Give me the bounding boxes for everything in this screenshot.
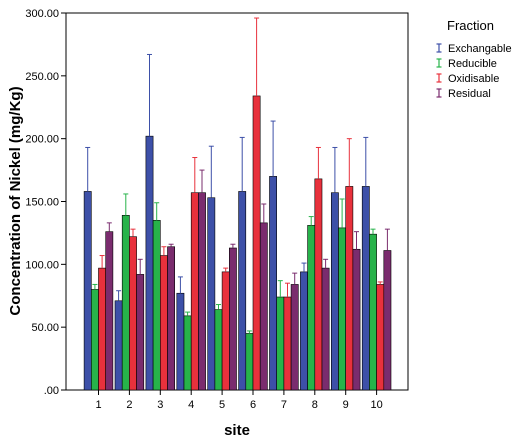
- bar-exchangable-site-3: [145, 135, 154, 391]
- bar-residual-site-5: [229, 247, 237, 391]
- bar-exchangable-site-10: [361, 186, 370, 391]
- legend-label: Oxidisable: [448, 73, 499, 85]
- x-tick-label: 1: [95, 399, 101, 411]
- legend-label: Residual: [448, 88, 491, 100]
- x-tick-label: 6: [250, 399, 256, 411]
- bar-reducible-site-1: [91, 289, 99, 391]
- bar-group-site-8: [300, 146, 330, 391]
- legend-item-exchangable: Exchangable: [436, 43, 512, 55]
- bar-exchangable-site-2: [114, 300, 123, 391]
- bar-residual-site-1: [105, 231, 114, 391]
- legend-label: Reducible: [448, 58, 497, 70]
- y-tick-label: 200.00: [25, 134, 59, 146]
- legend-label: Exchangable: [448, 43, 512, 55]
- bar-residual-site-9: [352, 248, 361, 391]
- y-tick-label: 250.00: [25, 71, 59, 83]
- bar-reducible-site-4: [183, 315, 192, 391]
- bar-group-site-4: [176, 157, 206, 391]
- bar-group-site-2: [114, 193, 145, 391]
- x-tick-label: 4: [188, 399, 194, 411]
- bar-exchangable-site-5: [207, 197, 216, 391]
- bar-exchangable-site-7: [269, 176, 277, 391]
- y-tick-label: 150.00: [25, 197, 59, 209]
- bar-oxidisable-site-7: [283, 296, 292, 391]
- y-tick-label: .00: [44, 385, 59, 397]
- y-tick-label: 50.00: [31, 322, 59, 334]
- bar-oxidisable-site-8: [314, 178, 323, 391]
- bar-residual-site-7: [290, 284, 299, 391]
- bar-group-site-3: [145, 53, 175, 391]
- x-tick-label: 7: [281, 399, 287, 411]
- bar-oxidisable-site-2: [129, 236, 137, 391]
- x-axis: 1 2 3 4 5 6 7 8 9 10: [95, 390, 383, 411]
- y-tick-label: 100.00: [25, 259, 59, 271]
- bar-group-site-5: [207, 145, 237, 391]
- bar-residual-site-4: [198, 192, 206, 391]
- bar-reducible-site-8: [307, 225, 316, 391]
- legend-item-reducible: Reducible: [436, 58, 497, 70]
- bar-reducible-site-6: [245, 333, 254, 391]
- bar-exchangable-site-6: [238, 191, 247, 391]
- x-tick-label: 3: [157, 399, 163, 411]
- x-tick-label: 10: [370, 399, 382, 411]
- bar-reducible-site-10: [369, 233, 377, 391]
- bar-groups: [83, 17, 392, 391]
- bar-oxidisable-site-3: [160, 255, 168, 391]
- y-tick-label: 300.00: [25, 8, 59, 20]
- bar-residual-site-8: [321, 267, 330, 391]
- bar-group-site-10: [361, 136, 392, 391]
- bar-residual-site-3: [167, 246, 175, 391]
- bar-reducible-site-7: [276, 296, 285, 391]
- bar-group-site-7: [269, 120, 299, 391]
- legend-item-residual: Residual: [436, 88, 491, 100]
- bar-group-site-6: [238, 17, 268, 391]
- bar-oxidisable-site-10: [376, 284, 385, 391]
- bar-exchangable-site-9: [330, 192, 339, 391]
- bar-exchangable-site-4: [176, 292, 185, 391]
- bar-oxidisable-site-9: [345, 186, 354, 391]
- x-tick-label: 2: [126, 399, 132, 411]
- legend-item-oxidisable: Oxidisable: [436, 73, 499, 85]
- bar-residual-site-6: [259, 222, 268, 391]
- bar-reducible-site-5: [214, 309, 223, 391]
- x-tick-label: 9: [343, 399, 349, 411]
- x-axis-title: site: [224, 422, 250, 438]
- bar-group-site-1: [83, 146, 114, 391]
- bar-reducible-site-2: [121, 215, 130, 391]
- bar-reducible-site-3: [152, 220, 161, 391]
- legend: Fraction Exchangable Reducible Oxidisable R…: [436, 18, 512, 100]
- bar-reducible-site-9: [338, 227, 346, 391]
- x-tick-label: 8: [312, 399, 318, 411]
- y-axis-title: Concentration of Nickel (mg/Kg): [7, 86, 24, 315]
- y-axis: .00 50.00 100.00 150.00 200.00 250.00 300.00: [25, 8, 66, 397]
- bar-exchangable-site-8: [300, 271, 308, 391]
- x-tick-label: 5: [219, 399, 225, 411]
- bar-group-site-9: [330, 138, 361, 391]
- legend-title: Fraction: [447, 18, 494, 33]
- bar-oxidisable-site-5: [221, 271, 230, 391]
- bar-oxidisable-site-1: [98, 267, 106, 391]
- bar-oxidisable-site-6: [252, 95, 261, 391]
- bar-residual-site-2: [136, 274, 145, 391]
- bar-oxidisable-site-4: [190, 192, 199, 391]
- bar-exchangable-site-1: [83, 191, 92, 391]
- bar-residual-site-10: [383, 250, 392, 391]
